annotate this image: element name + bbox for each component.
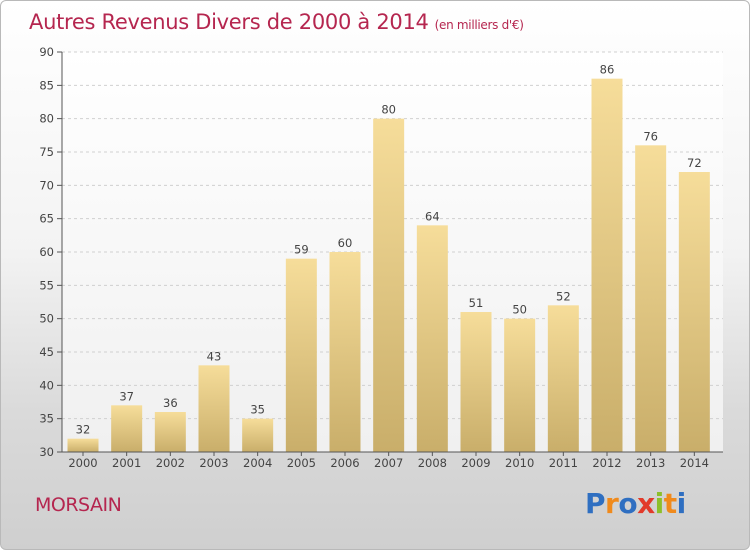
data-label: 64 <box>425 209 440 223</box>
logo-letter: t <box>663 487 677 520</box>
x-tick-label: 2000 <box>68 456 97 470</box>
x-tick-label: 2012 <box>592 456 621 470</box>
x-tick-label: 2001 <box>112 456 141 470</box>
chart-title: Autres Revenus Divers de 2000 à 2014 (en … <box>29 10 524 34</box>
x-tick-label: 2013 <box>636 456 665 470</box>
bar <box>285 258 317 452</box>
bar <box>329 252 361 452</box>
bar <box>591 78 623 453</box>
data-label: 76 <box>643 129 658 143</box>
bar <box>635 145 667 453</box>
bar <box>678 172 710 452</box>
y-tick-label: 60 <box>39 245 54 259</box>
x-tick-label: 2008 <box>418 456 447 470</box>
y-tick-label: 70 <box>39 178 54 192</box>
x-tick-label: 2006 <box>330 456 359 470</box>
data-label: 80 <box>381 103 396 117</box>
y-tick-label: 30 <box>39 445 54 459</box>
bar <box>460 312 492 452</box>
x-tick-label: 2010 <box>505 456 534 470</box>
logo-letter: i <box>654 487 665 520</box>
logo-letter: i <box>676 487 687 520</box>
x-tick-label: 2007 <box>374 456 403 470</box>
data-labels: 32 37 36 43 35 59 60 80 64 51 50 52 86 76 72 <box>76 63 702 437</box>
logo-letter: r <box>605 487 619 520</box>
logo-letter: o <box>618 487 638 520</box>
chart-subtitle: (en milliers d'€) <box>434 18 524 32</box>
y-tick-label: 75 <box>39 145 54 159</box>
y-tick-label: 80 <box>39 112 54 126</box>
y-tick-label: 55 <box>39 278 54 292</box>
data-label: 32 <box>76 423 91 437</box>
data-label: 35 <box>250 403 265 417</box>
x-tick-label: 2014 <box>680 456 709 470</box>
y-tick-label: 65 <box>39 212 54 226</box>
bar <box>416 225 448 452</box>
proxiti-logo[interactable]: Proxiti <box>585 487 686 520</box>
y-tick-label: 40 <box>39 378 54 392</box>
bar <box>547 305 579 452</box>
bar <box>242 418 274 452</box>
data-label: 43 <box>207 349 222 363</box>
y-tick-label: 35 <box>39 412 54 426</box>
x-tick-label: 2005 <box>287 456 316 470</box>
data-label: 52 <box>556 289 571 303</box>
bar <box>67 438 99 452</box>
y-tick-label: 85 <box>39 78 54 92</box>
data-label: 60 <box>338 236 353 250</box>
data-label: 37 <box>119 389 134 403</box>
y-tick-label: 45 <box>39 345 54 359</box>
data-label: 59 <box>294 243 309 257</box>
data-label: 51 <box>469 296 484 310</box>
place-name: MORSAIN <box>35 494 122 516</box>
data-label: 86 <box>600 63 615 77</box>
logo-letter: P <box>585 487 606 520</box>
x-tick-label: 2002 <box>156 456 185 470</box>
bar <box>198 365 230 452</box>
chart-title-main: Autres Revenus Divers de 2000 à 2014 <box>29 10 429 34</box>
bar <box>154 412 186 452</box>
x-tick-label: 2003 <box>199 456 228 470</box>
bar <box>504 318 536 452</box>
logo-letter: x <box>637 487 655 520</box>
x-tick-label: 2004 <box>243 456 272 470</box>
y-tick-label: 50 <box>39 312 54 326</box>
x-tick-label: 2009 <box>461 456 490 470</box>
bar <box>111 405 143 452</box>
axes: 30 35 40 45 50 55 60 65 70 75 80 85 90 2000 2001 2002 20… <box>39 45 723 470</box>
x-tick-label: 2011 <box>549 456 578 470</box>
data-label: 36 <box>163 396 178 410</box>
data-label: 50 <box>512 303 527 317</box>
bar <box>373 118 405 453</box>
y-tick-label: 90 <box>39 45 54 59</box>
data-label: 72 <box>687 156 702 170</box>
bars <box>67 78 710 453</box>
